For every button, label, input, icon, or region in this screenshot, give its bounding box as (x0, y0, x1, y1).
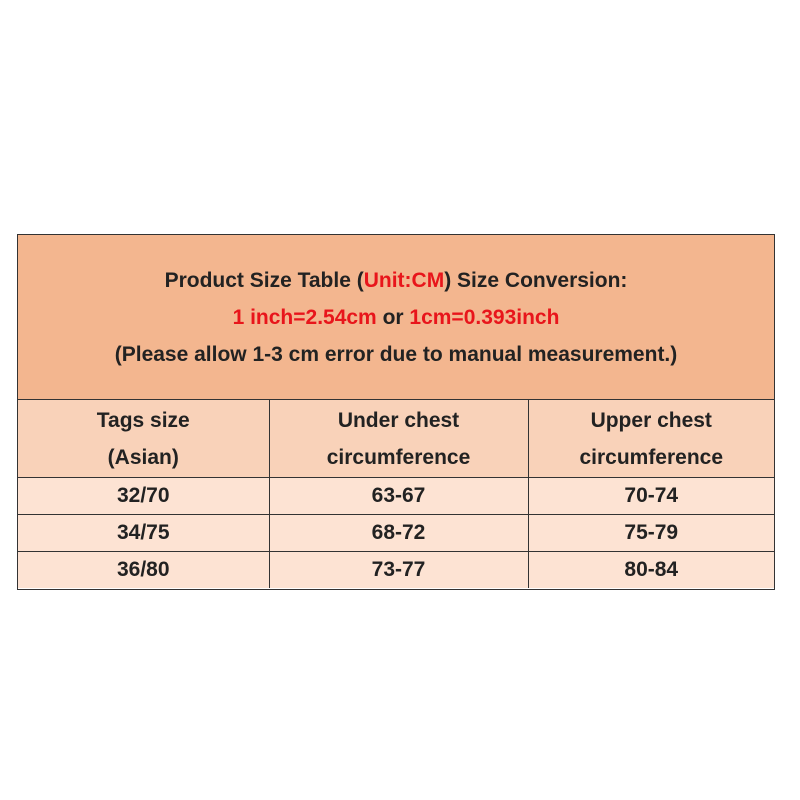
cell: 34/75 (18, 514, 270, 552)
column-header: Upper chest circumference (527, 400, 774, 478)
header-text: Product Size Table ( (164, 268, 364, 292)
data-row: 32/70 63-67 70-74 (18, 477, 774, 515)
header-text: (Please allow 1-3 cm error due to manual… (114, 342, 678, 366)
column-header-line: (Asian) (107, 445, 179, 469)
column-header-line: circumference (326, 445, 471, 469)
cell: 36/80 (18, 551, 270, 588)
column-header: Tags size (Asian) (18, 400, 270, 478)
header-row: Tags size (Asian) Under chest circumference… (18, 400, 774, 478)
column-header-line: Upper chest (590, 408, 712, 432)
cell: 80-84 (527, 551, 774, 588)
data-row: 34/75 68-72 75-79 (18, 514, 774, 552)
cell: 32/70 (18, 477, 270, 515)
header-line: 1 inch=2.54cm or 1cm=0.393inch (233, 303, 560, 332)
data-row: 36/80 73-77 80-84 (18, 551, 774, 588)
header-text: ) Size Conversion: (444, 268, 628, 292)
column-header-line: circumference (579, 445, 724, 469)
cell: 68-72 (268, 514, 529, 552)
header-text: 1cm=0.393inch (409, 305, 560, 329)
size-table: Product Size Table (Unit:CM) Size Conver… (17, 234, 775, 590)
cell: 73-77 (268, 551, 529, 588)
table-header: Product Size Table (Unit:CM) Size Conver… (18, 235, 774, 400)
cell: 63-67 (268, 477, 529, 515)
column-header-line: Under chest (337, 408, 460, 432)
header-text: Unit:CM (363, 268, 445, 292)
header-line: (Please allow 1-3 cm error due to manual… (115, 340, 678, 369)
column-header-line: Tags size (96, 408, 190, 432)
header-text: 1 inch=2.54cm (232, 305, 377, 329)
header-text: or (376, 305, 410, 329)
grid: Tags size (Asian) Under chest circumference… (18, 400, 774, 588)
header-line: Product Size Table (Unit:CM) Size Conver… (165, 266, 628, 295)
column-header: Under chest circumference (268, 400, 529, 478)
cell: 70-74 (527, 477, 774, 515)
cell: 75-79 (527, 514, 774, 552)
